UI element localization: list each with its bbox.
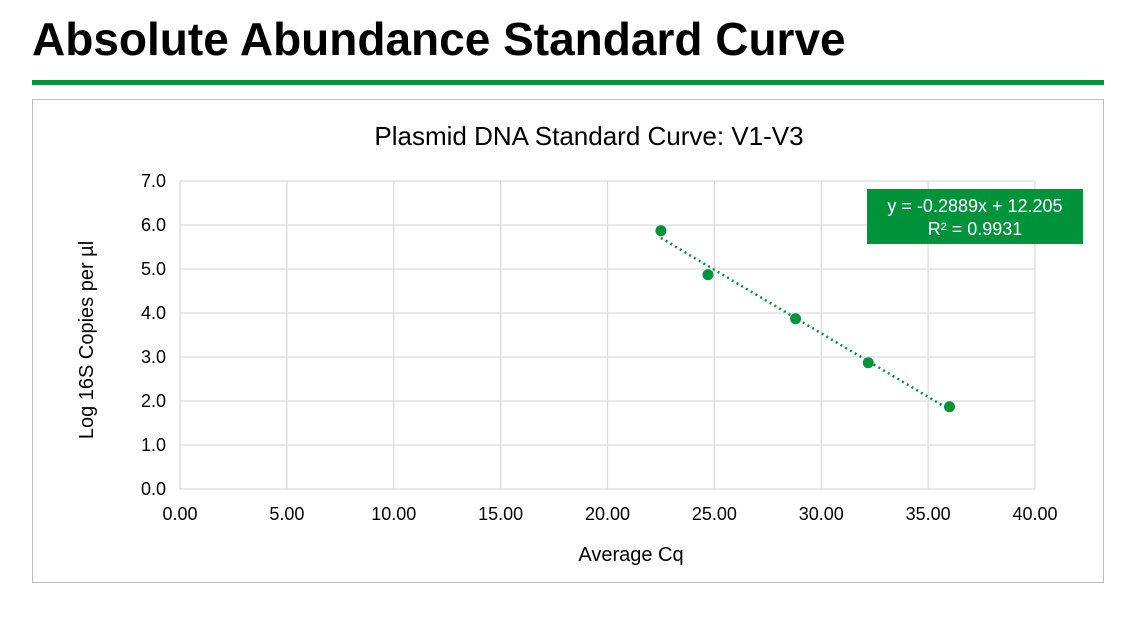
y-axis-title: Log 16S Copies per µl [76,241,98,439]
x-axis-title: Average Cq [578,544,683,566]
data-point [790,313,802,325]
data-point [862,357,874,369]
y-tick-label: 1.0 [141,435,166,455]
x-tick-label: 20.00 [585,504,630,524]
data-points [655,225,955,413]
chart-frame: Plasmid DNA Standard Curve: V1-V3 0.00 5.… [32,99,1104,583]
y-tick-label: 3.0 [141,347,166,367]
trendline-group [660,236,951,411]
gridlines [179,180,1036,490]
y-tick-label: 2.0 [141,391,166,411]
tick-labels: 0.00 5.00 10.00 15.00 20.00 25.00 30.00 35.00 40… [141,171,1058,524]
equation-text: y = -0.2889x + 12.205 [887,196,1062,216]
equation-box-background [867,189,1083,244]
x-tick-label: 30.00 [799,504,844,524]
y-tick-label: 7.0 [141,171,166,191]
x-tick-label: 15.00 [478,504,523,524]
chart-title: Plasmid DNA Standard Curve: V1-V3 [374,121,803,151]
data-point [944,401,955,413]
page-title: Absolute Abundance Standard Curve [32,13,846,65]
r-squared-text: R² = 0.9931 [928,219,1023,239]
x-tick-label: 35.00 [906,504,951,524]
x-tick-label: 25.00 [692,504,737,524]
x-tick-label: 0.00 [162,504,197,524]
data-point [702,269,714,281]
y-tick-label: 5.0 [141,259,166,279]
data-point [655,225,667,237]
trendline-equation-box: y = -0.2889x + 12.205 R² = 0.9931 [867,189,1083,244]
x-tick-label: 5.00 [269,504,304,524]
standard-curve-chart: Plasmid DNA Standard Curve: V1-V3 0.00 5.… [76,121,1083,566]
y-tick-label: 4.0 [141,303,166,323]
title-underline [32,80,1104,85]
trendline [660,236,951,411]
y-tick-label: 6.0 [141,215,166,235]
y-tick-label: 0.0 [141,479,166,499]
x-tick-label: 40.00 [1012,504,1057,524]
x-tick-label: 10.00 [371,504,416,524]
